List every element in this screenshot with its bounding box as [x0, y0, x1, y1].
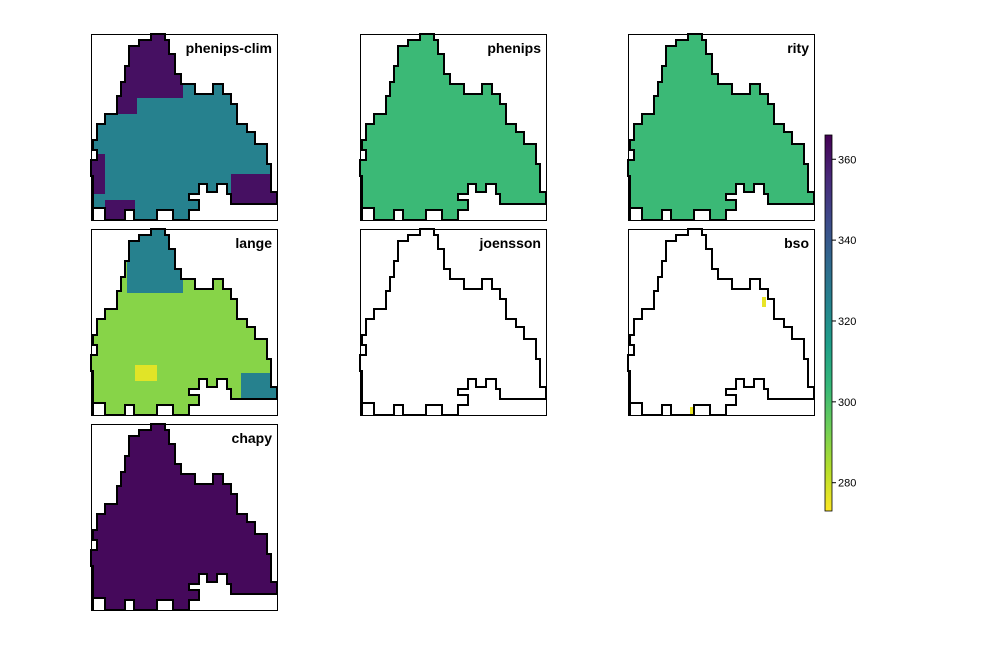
panel-frame: [91, 34, 278, 221]
panel-title: bso: [784, 235, 809, 251]
colorbar: [825, 135, 832, 511]
colorbar-tick-label: 280: [838, 478, 856, 490]
map-panels: phenips-clim phenips rity lange joensson bso c…: [90, 33, 815, 611]
raster-cell: [91, 154, 105, 194]
panel-phenips: phenips: [359, 33, 547, 221]
panel-frame: [628, 34, 815, 221]
panel-frame: [91, 229, 278, 416]
raster-cell: [762, 297, 766, 307]
raster-fill: [628, 34, 814, 220]
colorbar-tick-label: 360: [838, 154, 856, 166]
panel-frame: [628, 229, 815, 416]
panel-frame: [360, 34, 547, 221]
raster-fill: [360, 34, 546, 220]
raster-cell: [690, 407, 694, 415]
raster-cell: [135, 365, 157, 381]
panel-title: lange: [235, 235, 272, 251]
region-outline: [90, 423, 278, 611]
panel-lange: lange: [90, 228, 278, 416]
panel-bso: bso: [627, 228, 815, 416]
panel-rity: rity: [627, 33, 815, 221]
panel-frame: [360, 229, 547, 416]
raster-cell: [762, 281, 766, 287]
panel-title: phenips-clim: [186, 40, 272, 56]
panel-frame: [91, 424, 278, 611]
panel-title: rity: [787, 40, 809, 56]
region-outline: [359, 33, 547, 221]
panel-title: chapy: [232, 430, 273, 446]
colorbar-tick-label: 300: [838, 397, 856, 409]
color-legend: 280 300 320 340 360: [824, 134, 856, 512]
region-outline: [90, 33, 278, 221]
region-outline: [627, 33, 815, 221]
panel-chapy: chapy: [90, 423, 278, 611]
panel-title: phenips: [487, 40, 541, 56]
panel-title: joensson: [479, 235, 541, 251]
panel-joensson: joensson: [359, 228, 547, 416]
panel-phenips-clim: phenips-clim: [90, 33, 278, 221]
colorbar-frame: [824, 134, 833, 512]
colorbar-tick-label: 320: [838, 316, 856, 328]
region-outline: [359, 228, 547, 416]
region-outline: [627, 228, 815, 416]
raster-fill: [91, 424, 277, 610]
colorbar-tick-label: 340: [838, 235, 856, 247]
region-outline: [90, 228, 278, 416]
